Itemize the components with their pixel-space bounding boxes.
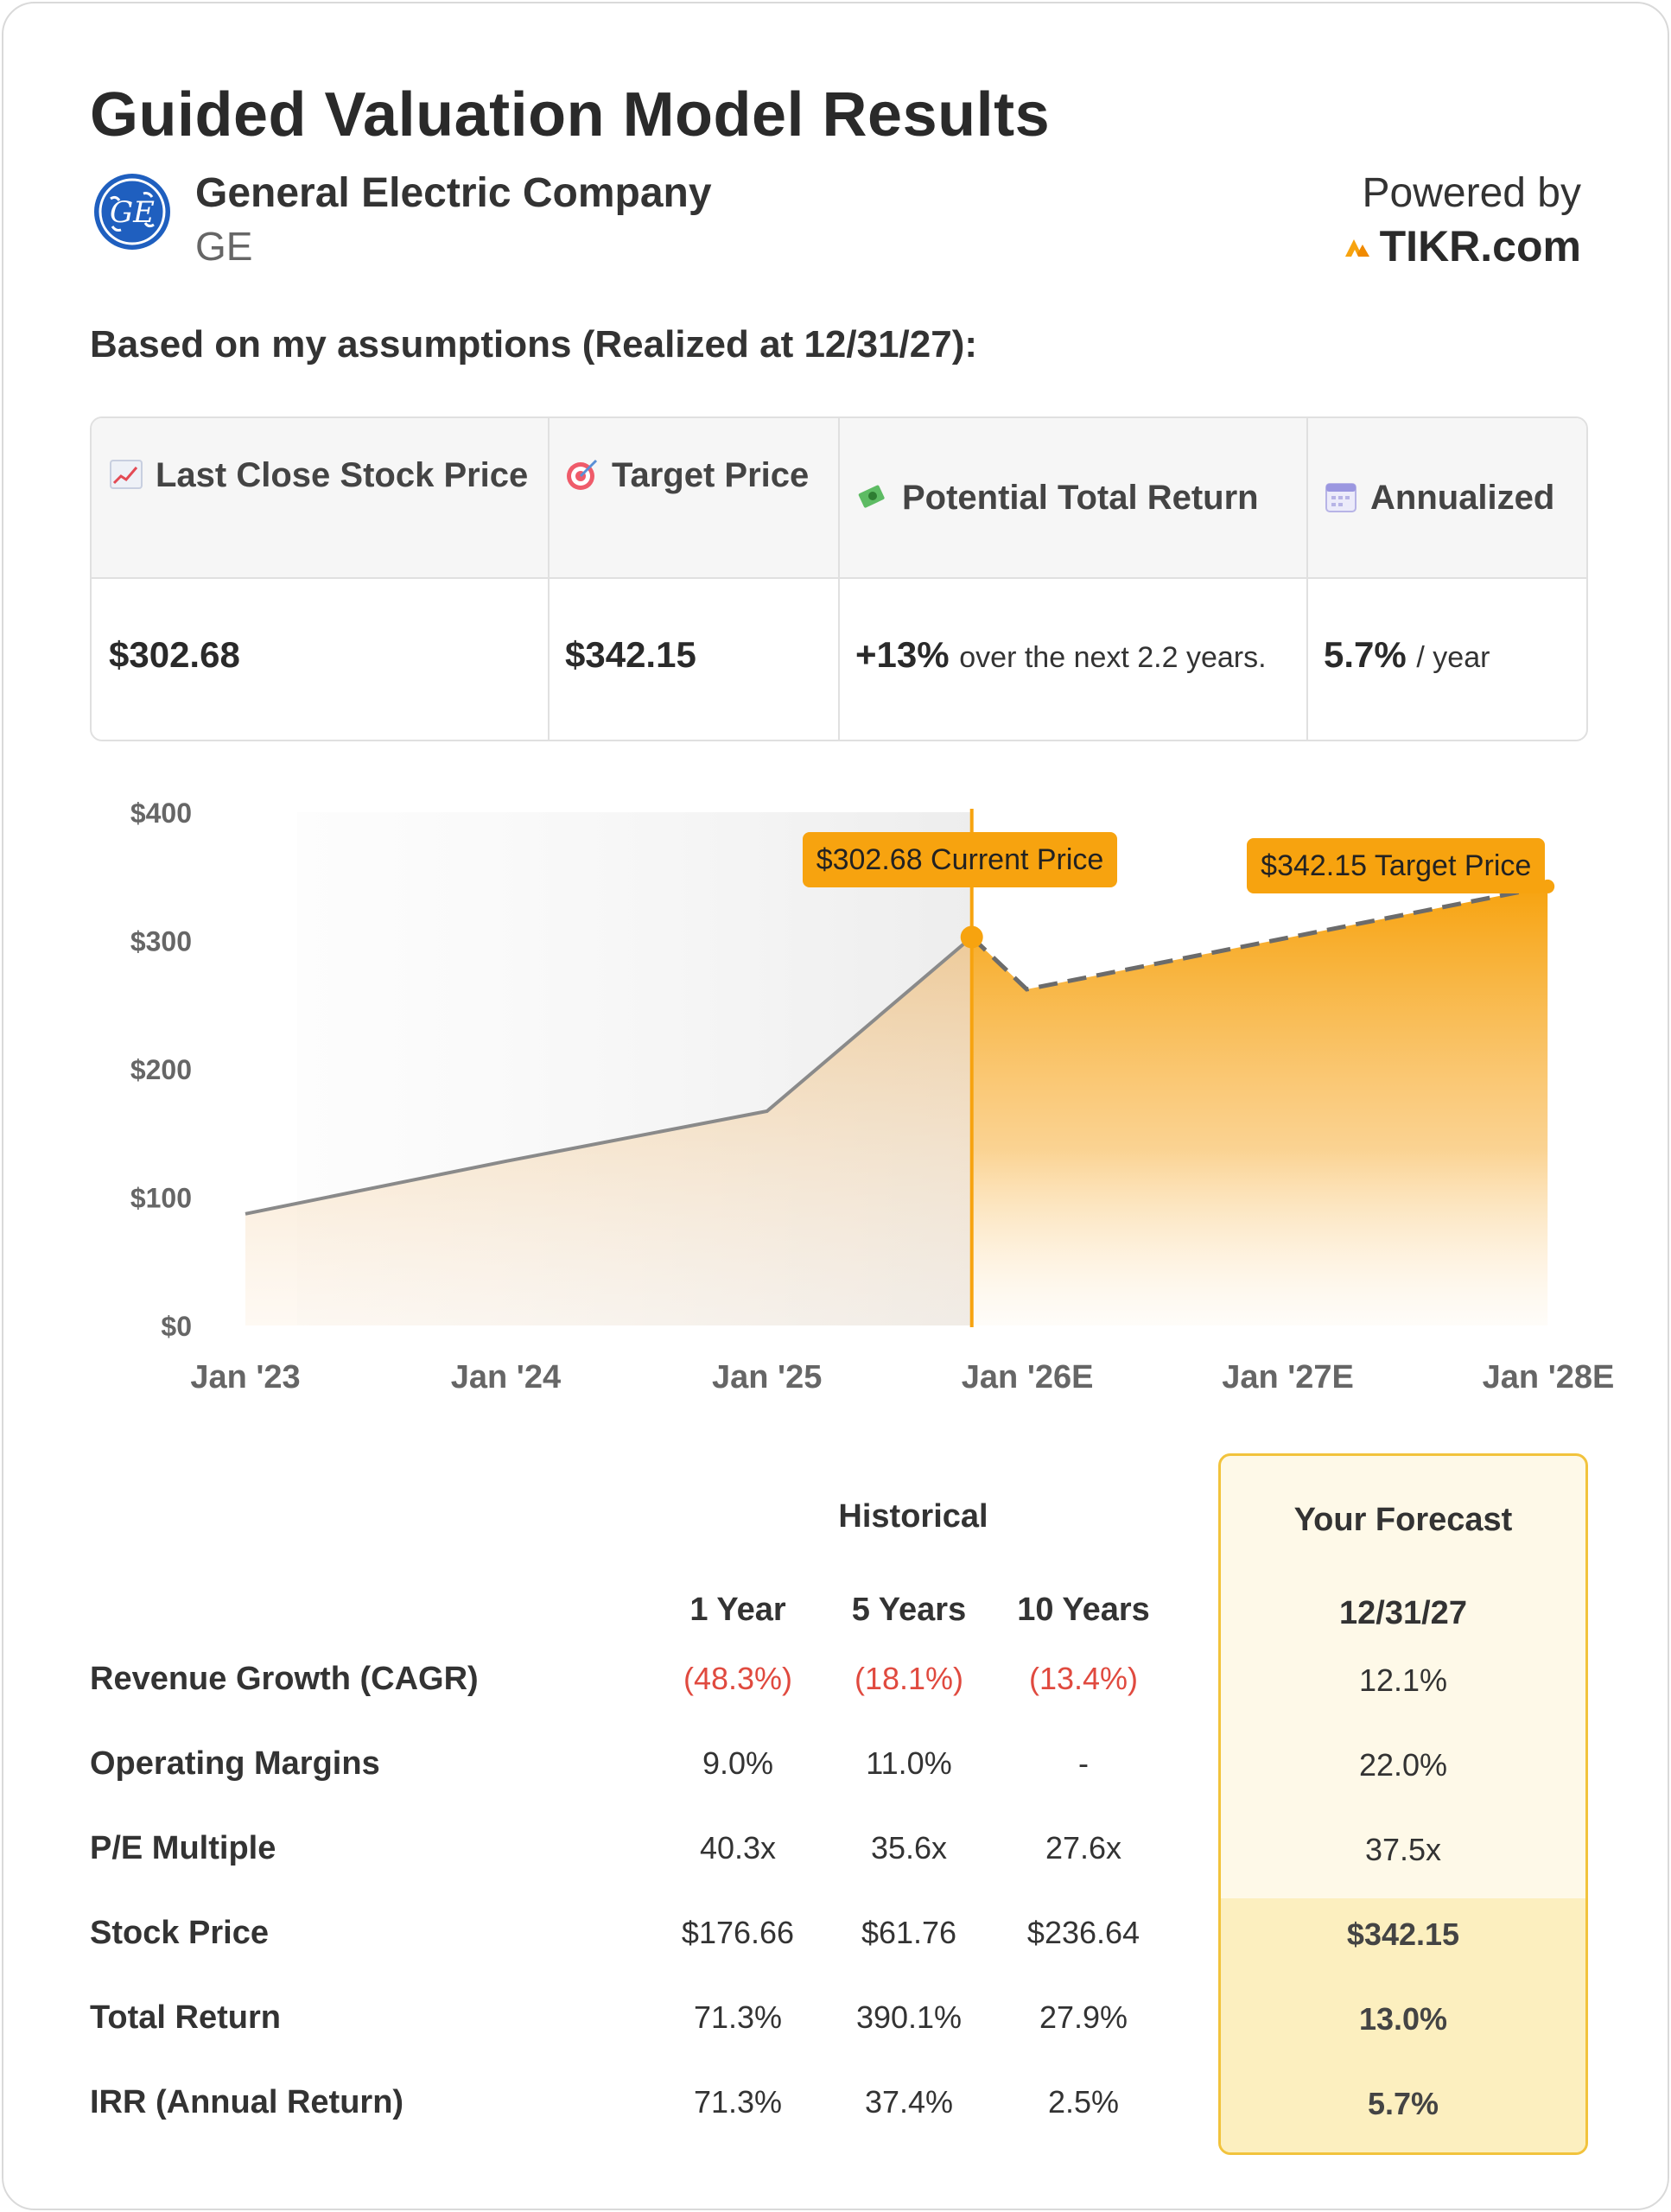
historical-area: [245, 937, 972, 1325]
y-axis-tick-label: $0: [161, 1311, 192, 1342]
target-price-label: Target Price: [612, 456, 810, 494]
return-period-text: over the next 2.2 years.: [959, 641, 1267, 674]
historical-cell: $176.66: [681, 1915, 795, 1950]
company-name: General Electric Company: [195, 170, 712, 216]
metric-row-label: P/E Multiple: [90, 1830, 276, 1866]
tikr-logo-icon: [1344, 239, 1369, 257]
historical-cell: 9.0%: [702, 1745, 774, 1781]
ge-logo-icon: GE: [94, 174, 170, 250]
price-chart-svg: $0 $100 $200 $300 $400 Jan '23 Jan '24 Jan '25 J…: [130, 798, 1615, 1395]
forecast-dashed-line: [969, 884, 1548, 992]
forecast-title: Your Forecast: [1293, 1502, 1513, 1538]
metrics-table: Historical Your Forecast 1 Year 5 Years …: [3, 1446, 1671, 2164]
y-axis-tick-label: $400: [130, 798, 192, 829]
potential-return-value: +13% over the next 2.2 years.: [855, 634, 1267, 676]
ticker-symbol: GE: [195, 224, 253, 269]
forecast-highlight-band: [1221, 1898, 1585, 2152]
x-axis-tick-label: Jan '27E: [1222, 1359, 1354, 1395]
price-chart: $0 $100 $200 $300 $400 Jan '23 Jan '24 Jan '25 J…: [3, 764, 1671, 1421]
target-icon: [567, 459, 598, 490]
money-wings-icon: [858, 485, 885, 508]
col-forecast-date: 12/31/27: [1339, 1595, 1467, 1631]
x-axis-tick-label: Jan '25: [712, 1359, 822, 1395]
historical-cell: (48.3%): [683, 1661, 793, 1696]
target-price-callout: $342.15 Target Price: [1247, 837, 1546, 893]
x-axis-tick-label: Jan '23: [190, 1359, 300, 1395]
target-price-header: Target Price: [565, 446, 824, 505]
forecast-cell: $342.15: [1346, 1916, 1460, 1952]
column-divider: [1306, 418, 1308, 740]
calendar-icon: [1325, 483, 1356, 512]
historical-title: Historical: [838, 1498, 988, 1535]
metric-row-label: Revenue Growth (CAGR): [90, 1661, 479, 1697]
forecast-cell: 13.0%: [1358, 2001, 1448, 2037]
historical-cell: 40.3x: [699, 1830, 777, 1866]
col-1-year: 1 Year: [689, 1592, 786, 1628]
historical-cell: (18.1%): [854, 1661, 964, 1696]
historical-cell: -: [1078, 1745, 1089, 1781]
historical-cell: $236.64: [1026, 1915, 1140, 1950]
historical-cell: 27.9%: [1039, 1999, 1128, 2035]
brand-name: TIKR.com: [1379, 222, 1581, 270]
y-axis-tick-label: $200: [130, 1054, 192, 1085]
metric-row-label: IRR (Annual Return): [90, 2084, 404, 2120]
forecast-column-box: [1218, 1453, 1588, 2155]
metric-row-label: Total Return: [90, 1999, 281, 2036]
historical-cell: 71.3%: [693, 2084, 783, 2120]
tikr-brand-link[interactable]: TIKR.com: [1344, 221, 1581, 271]
return-percent: +13%: [855, 634, 950, 675]
last-close-label: Last Close Stock Price: [156, 456, 529, 494]
page-title: Guided Valuation Model Results: [90, 80, 1051, 149]
potential-return-header: Potential Total Return: [855, 468, 1305, 527]
current-price-callout: $302.68 Current Price: [802, 831, 1118, 887]
annualized-value: 5.7% / year: [1324, 634, 1490, 676]
column-divider: [838, 418, 840, 740]
powered-by-label: Powered by: [1362, 170, 1581, 216]
historical-cell: 37.4%: [864, 2084, 954, 2120]
historical-cell: 71.3%: [693, 1999, 783, 2035]
col-5-years: 5 Years: [851, 1592, 967, 1628]
svg-text:GE: GE: [110, 195, 155, 230]
column-divider: [548, 418, 550, 740]
x-axis-tick-label: Jan '24: [451, 1359, 561, 1395]
last-close-header: Last Close Stock Price: [109, 446, 541, 505]
y-axis-tick-label: $100: [130, 1183, 192, 1214]
last-close-value: $302.68: [109, 634, 240, 675]
forecast-cell: 22.0%: [1358, 1747, 1448, 1783]
target-price-value: $342.15: [565, 634, 696, 675]
summary-table: Last Close Stock Price Target Price Pote…: [90, 416, 1588, 741]
current-price-marker: [960, 925, 983, 949]
forecast-cell: 5.7%: [1367, 2086, 1439, 2121]
annualized-unit: / year: [1416, 641, 1490, 674]
historical-cell: 2.5%: [1047, 2084, 1120, 2120]
historical-cell: 27.6x: [1045, 1830, 1122, 1866]
historical-cell: 35.6x: [870, 1830, 948, 1866]
metric-row-label: Stock Price: [90, 1915, 269, 1951]
annualized-header: Annualized: [1324, 468, 1583, 527]
historical-cell: (13.4%): [1028, 1661, 1139, 1696]
y-axis-tick-label: $300: [130, 926, 192, 957]
metric-row-label: Operating Margins: [90, 1745, 380, 1782]
col-10-years: 10 Years: [1017, 1592, 1150, 1628]
chart-increasing-icon: [110, 460, 143, 489]
historical-cell: $61.76: [861, 1915, 957, 1950]
historical-cell: 390.1%: [855, 1999, 963, 2035]
potential-return-label: Potential Total Return: [902, 479, 1259, 517]
forecast-cell: 12.1%: [1358, 1662, 1448, 1698]
forecast-area: [971, 886, 1548, 1325]
x-axis-tick-label: Jan '26E: [962, 1359, 1094, 1395]
historical-line: [245, 935, 974, 1216]
forecast-cell: 37.5x: [1364, 1832, 1442, 1867]
x-axis-tick-label: Jan '28E: [1483, 1359, 1615, 1395]
assumptions-heading: Based on my assumptions (Realized at 12/…: [90, 323, 978, 365]
annualized-percent: 5.7%: [1324, 634, 1407, 675]
historical-cell: 11.0%: [866, 1745, 952, 1781]
annualized-label: Annualized: [1370, 479, 1555, 517]
